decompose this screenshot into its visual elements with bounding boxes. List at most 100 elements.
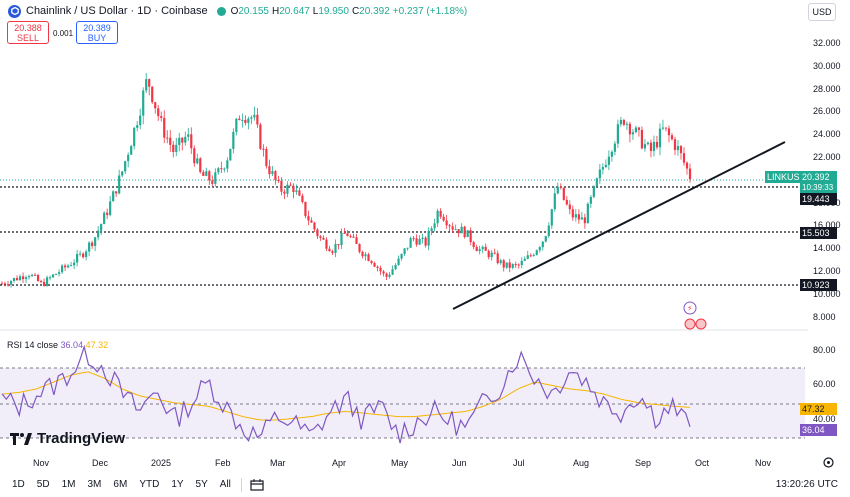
candle-body [256,114,259,125]
candle-body [373,262,376,267]
candle-body [232,131,235,149]
candle-body [124,161,127,172]
price-axis-label: 14.000 [813,243,841,254]
candle-body [121,171,124,176]
sell-button[interactable]: 20.388 SELL [7,21,49,44]
chart-header: Chainlink / US Dollar · 1D · Coinbase O2… [0,0,810,22]
candle-body [235,118,238,132]
candle-body [571,209,574,218]
candle-body [601,167,604,170]
price-chart[interactable]: ⚡ [0,0,850,472]
candle-body [478,249,481,252]
utc-clock[interactable]: 13:20:26 UTC [775,479,838,490]
candle-body [36,275,40,282]
rsi-axis-label: 40.00 [813,414,836,424]
level-tag-3: 10.923 [800,279,837,291]
candle-body [283,191,286,194]
candle-body [271,171,274,175]
symbol-title[interactable]: Chainlink / US Dollar · 1D · Coinbase [26,5,208,17]
candle-body [229,148,232,161]
rsi-legend[interactable]: RSI 14 close 36.04 47.32 [7,340,108,350]
candle-body [139,115,142,126]
candle-body [154,102,157,109]
timeframe-1y[interactable]: 1Y [171,479,184,490]
candle-body [169,137,172,145]
candle-body [676,146,680,150]
settings-gear-icon[interactable] [822,456,835,469]
candle-body [466,230,469,238]
candle-body [475,247,478,252]
date-range-calendar-icon[interactable] [250,478,264,491]
candle-body [586,203,589,224]
candle-body [496,253,499,264]
candle-body [45,277,49,286]
candle-body [301,195,304,202]
candle-body [472,242,475,248]
level-tag-1: 19.443 [800,193,837,205]
candle-body [0,283,4,285]
timeframe-3m[interactable]: 3M [87,479,102,490]
price-axis-label: 12.000 [813,266,841,276]
candle-body [175,144,178,152]
candle-body [430,228,433,231]
candle-body [310,220,313,223]
ohlc-high: H20.647 [271,5,310,17]
candle-body [454,229,457,231]
candle-body [289,184,292,186]
candle-body [613,143,616,152]
candle-body [148,79,151,87]
chainlink-logo-icon [8,4,21,18]
candle-body [39,281,43,283]
candle-body [511,264,514,268]
candle-body [577,214,580,220]
timeframe-6m[interactable]: 6M [113,479,128,490]
price-axis-label: 26.000 [813,106,841,117]
candle-body [583,217,586,224]
candle-body [514,264,517,266]
ohlc-low: L19.950 [312,5,349,17]
candle-body [679,146,683,154]
candle-body [244,119,247,123]
time-axis-label: Aug [573,458,590,468]
candle-body [400,253,403,259]
buy-button[interactable]: 20.389 BUY [76,21,118,44]
ohlc-close: C20.392 [351,5,390,17]
candle-body [469,230,472,243]
candle-body [48,277,52,279]
candle-body [160,116,163,118]
candle-body [12,278,16,281]
candle-body [211,180,214,184]
candle-body [508,262,511,268]
candle-body [628,123,632,135]
candle-body [439,210,442,217]
timeframe-5y[interactable]: 5Y [195,479,208,490]
timeframe-all[interactable]: All [219,479,231,490]
timeframe-5d[interactable]: 5D [36,479,50,490]
event-flag-icon-2 [695,318,707,330]
candle-body [190,134,193,149]
currency-selector[interactable]: USD [808,3,836,21]
ohlc-open: O20.155 [230,5,269,17]
candle-body [481,246,484,250]
candle-body [517,264,520,266]
timeframe-1m[interactable]: 1M [61,479,76,490]
candle-body [91,242,94,246]
candle-body [30,274,34,277]
candle-body [223,168,226,170]
candle-body [538,247,541,251]
candle-body [403,248,406,254]
candle-body [241,119,244,121]
candle-body [133,127,136,147]
candle-body [622,119,626,125]
timeframe-ytd[interactable]: YTD [139,479,160,490]
candle-body [682,153,686,163]
candle-body [9,280,13,285]
buy-price: 20.389 [83,23,111,33]
candle-body [196,158,199,164]
rsi-ma-tag: 47.32 [800,403,837,415]
price-axis-label: 10.000 [813,288,841,299]
candle-body [598,169,601,179]
time-axis-label: Feb [215,458,231,468]
candle-body [307,216,310,221]
timeframe-1d[interactable]: 1D [12,479,25,490]
